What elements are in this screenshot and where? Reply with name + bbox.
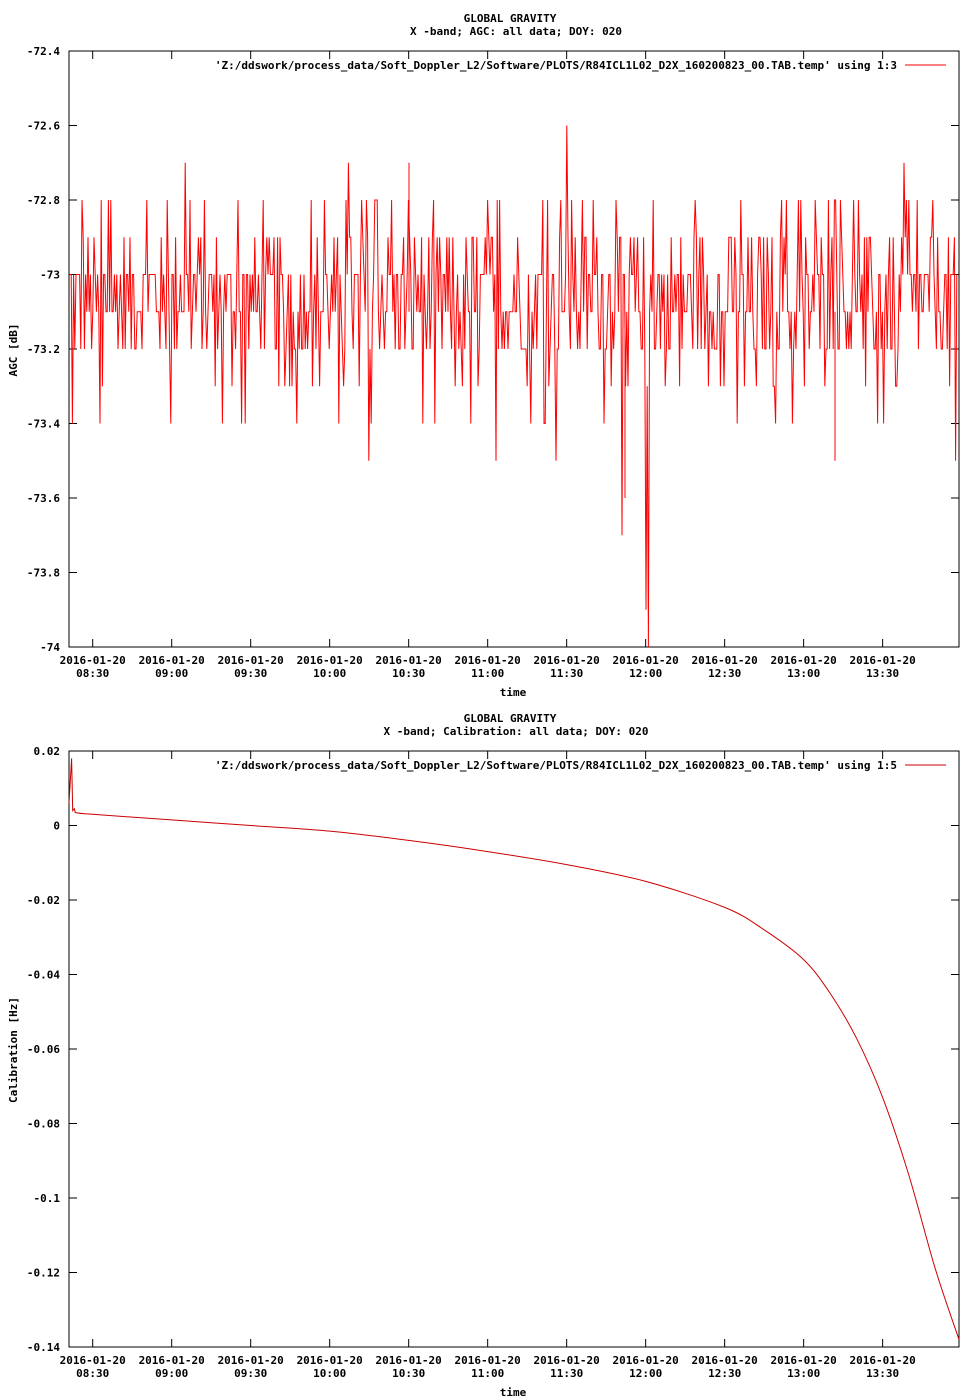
legend-label: 'Z:/ddswork/process_data/Soft_Doppler_L2…: [215, 59, 897, 72]
x-tick-label-date: 2016-01-20: [455, 1354, 521, 1367]
y-tick-label: -0.08: [27, 1118, 60, 1131]
legend: 'Z:/ddswork/process_data/Soft_Doppler_L2…: [215, 59, 946, 72]
x-tick-label-time: 10:30: [392, 1367, 425, 1380]
x-tick-label-time: 09:30: [234, 1367, 267, 1380]
x-tick-label-time: 12:30: [708, 667, 741, 680]
x-tick-label-time: 13:00: [787, 667, 820, 680]
x-tick-label-time: 12:00: [629, 667, 662, 680]
y-tick-label: -73.4: [27, 418, 60, 431]
legend: 'Z:/ddswork/process_data/Soft_Doppler_L2…: [215, 759, 946, 772]
x-tick-label-date: 2016-01-20: [218, 654, 284, 667]
legend-label: 'Z:/ddswork/process_data/Soft_Doppler_L2…: [215, 759, 897, 772]
x-axis: 2016-01-2008:302016-01-2009:002016-01-20…: [60, 51, 916, 680]
agc-line: [70, 125, 958, 648]
y-tick-label: -73.2: [27, 343, 60, 356]
y-tick-label: -0.14: [27, 1341, 60, 1354]
x-tick-label-time: 11:00: [471, 1367, 504, 1380]
x-tick-label-date: 2016-01-20: [455, 654, 521, 667]
y-tick-label: -73: [40, 269, 60, 282]
y-tick-label: -0.02: [27, 894, 60, 907]
y-tick-label: -0.06: [27, 1043, 60, 1056]
y-tick-label: -73.8: [27, 567, 60, 580]
x-tick-label-time: 11:30: [550, 667, 583, 680]
calibration-series: [68, 758, 960, 1340]
x-tick-label-time: 11:30: [550, 1367, 583, 1380]
y-tick-label: -72.4: [27, 45, 60, 58]
x-tick-label-date: 2016-01-20: [218, 1354, 284, 1367]
x-tick-label-date: 2016-01-20: [534, 1354, 600, 1367]
x-axis: 2016-01-2008:302016-01-2009:002016-01-20…: [60, 751, 916, 1380]
x-tick-label-date: 2016-01-20: [850, 1354, 916, 1367]
x-tick-label-time: 13:30: [866, 667, 899, 680]
x-tick-label-date: 2016-01-20: [376, 1354, 442, 1367]
agc-series: [70, 125, 958, 648]
x-tick-label-date: 2016-01-20: [850, 654, 916, 667]
x-tick-label-time: 10:00: [313, 1367, 346, 1380]
x-tick-label-date: 2016-01-20: [692, 654, 758, 667]
x-tick-label-time: 09:00: [155, 1367, 188, 1380]
y-tick-label: -0.12: [27, 1267, 60, 1280]
x-tick-label-time: 12:30: [708, 1367, 741, 1380]
calibration-line: [68, 758, 960, 1340]
chart-subtitle: X -band; Calibration: all data; DOY: 020: [384, 725, 649, 738]
x-tick-label-date: 2016-01-20: [771, 1354, 837, 1367]
y-tick-label: -72.6: [27, 120, 60, 133]
chart-title: GLOBAL GRAVITY: [464, 12, 557, 25]
x-tick-label-date: 2016-01-20: [613, 654, 679, 667]
x-tick-label-date: 2016-01-20: [297, 654, 363, 667]
x-tick-label-time: 11:00: [471, 667, 504, 680]
y-tick-label: -0.04: [27, 969, 60, 982]
x-tick-label-date: 2016-01-20: [139, 654, 205, 667]
y-tick-label: -74: [40, 641, 60, 654]
x-tick-label-time: 13:30: [866, 1367, 899, 1380]
x-tick-label-date: 2016-01-20: [60, 1354, 126, 1367]
y-tick-label: 0.02: [34, 745, 61, 758]
y-axis: -74 -73.8 -73.6 -73.4 -73.2 -73 -72.8 -72.6 -72.…: [27, 45, 959, 654]
x-tick-label-date: 2016-01-20: [139, 1354, 205, 1367]
x-tick-label-date: 2016-01-20: [297, 1354, 363, 1367]
x-tick-label-date: 2016-01-20: [60, 654, 126, 667]
x-axis-label: time: [500, 686, 527, 699]
x-tick-label-date: 2016-01-20: [692, 1354, 758, 1367]
y-tick-label: -72.8: [27, 194, 60, 207]
y-tick-label: 0: [53, 820, 60, 833]
x-tick-label-date: 2016-01-20: [534, 654, 600, 667]
x-axis-label: time: [500, 1386, 527, 1399]
x-tick-label-date: 2016-01-20: [771, 654, 837, 667]
chart-title: GLOBAL GRAVITY: [464, 712, 557, 725]
chart-subtitle: X -band; AGC: all data; DOY: 020: [410, 25, 622, 38]
x-tick-label-time: 12:00: [629, 1367, 662, 1380]
x-tick-label-time: 08:30: [76, 667, 109, 680]
x-tick-label-time: 10:00: [313, 667, 346, 680]
calibration-chart: GLOBAL GRAVITY X -band; Calibration: all…: [7, 712, 960, 1399]
y-tick-label: -73.6: [27, 492, 60, 505]
plot-frame: [68, 750, 960, 1348]
y-tick-label: -0.1: [34, 1192, 61, 1205]
x-tick-label-date: 2016-01-20: [376, 654, 442, 667]
y-axis: -0.14 -0.12 -0.1 -0.08 -0.06 -0.04 -0.02 0 0.02: [27, 745, 959, 1354]
x-tick-label-time: 10:30: [392, 667, 425, 680]
x-tick-label-time: 08:30: [76, 1367, 109, 1380]
x-tick-label-time: 13:00: [787, 1367, 820, 1380]
x-tick-label-date: 2016-01-20: [613, 1354, 679, 1367]
y-axis-label: Calibration [Hz]: [7, 997, 20, 1103]
x-tick-label-time: 09:30: [234, 667, 267, 680]
agc-chart: GLOBAL GRAVITY X -band; AGC: all data; D…: [7, 12, 960, 699]
x-tick-label-time: 09:00: [155, 667, 188, 680]
y-axis-label: AGC [dB]: [7, 324, 20, 377]
